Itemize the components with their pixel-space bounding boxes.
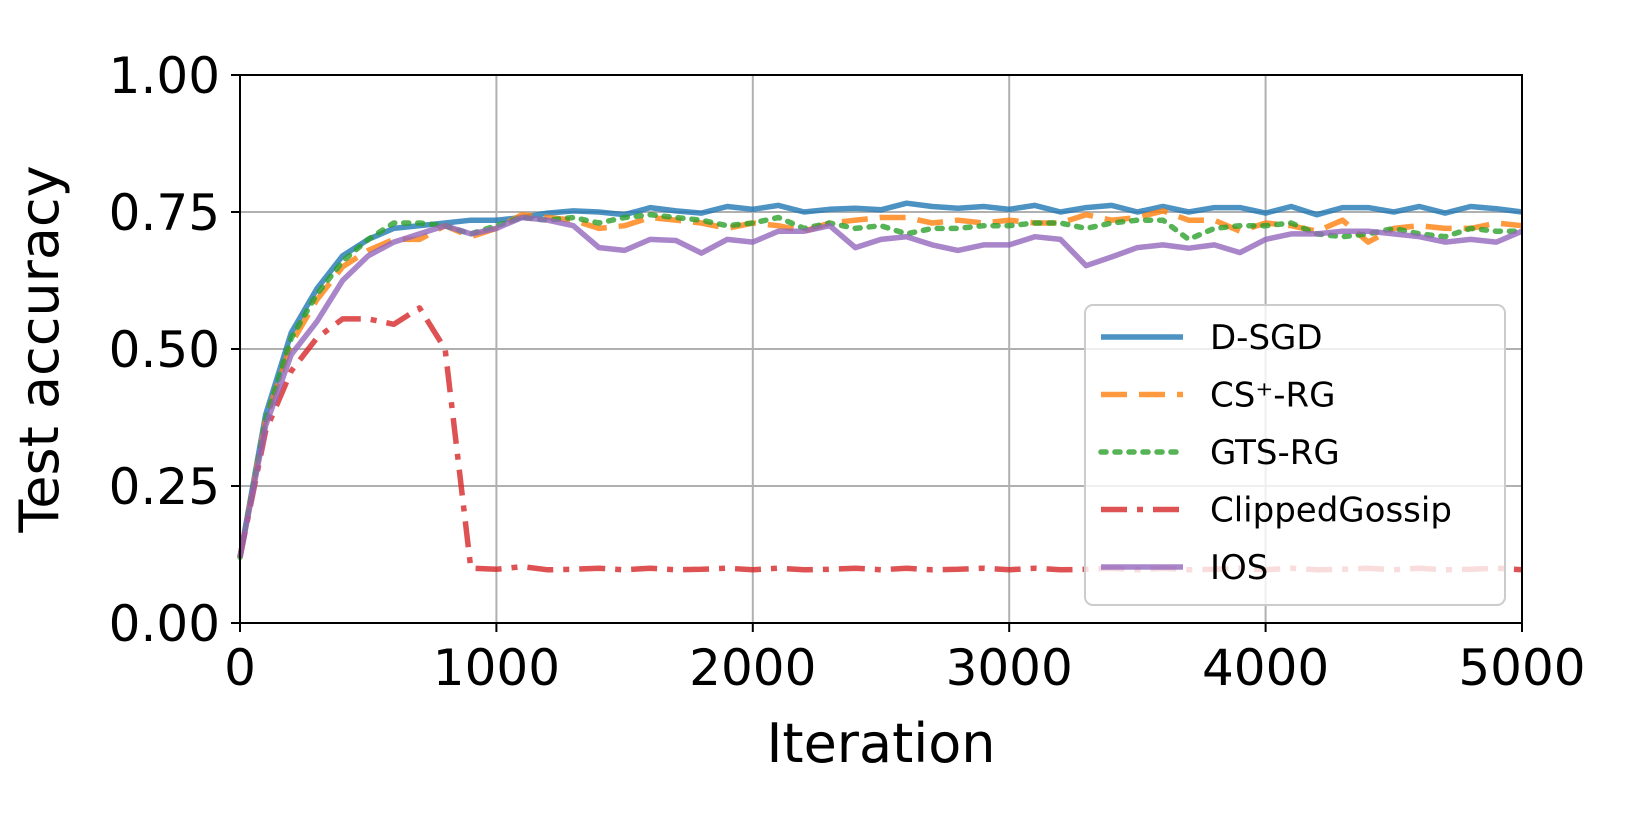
x-axis-label: Iteration [766, 712, 995, 775]
legend-label: GTS-RG [1210, 433, 1340, 473]
y-tick-label: 0.25 [109, 458, 220, 516]
axis-ticks: 0 1000 2000 3000 4000 5000 0.00 0.25 0.50 0.75 1.0… [109, 47, 1586, 697]
legend-label: D-SGD [1210, 318, 1323, 358]
x-tick-label: 4000 [1202, 639, 1329, 697]
x-tick-label: 5000 [1458, 639, 1585, 697]
y-tick-label: 0.75 [109, 184, 220, 242]
y-tick-label: 1.00 [109, 47, 220, 105]
x-tick-label: 2000 [689, 639, 816, 697]
y-tick-label: 0.50 [109, 321, 220, 379]
legend: D-SGD CS⁺-RG GTS-RG ClippedGossip IOS [1084, 304, 1506, 606]
x-tick-label: 0 [224, 639, 256, 697]
series-lines [237, 200, 1525, 573]
legend-label: ClippedGossip [1210, 491, 1452, 531]
series-line-gts-rg [237, 211, 1525, 560]
series-line-ios [237, 214, 1524, 558]
legend-label: IOS [1210, 548, 1268, 588]
x-tick-label: 1000 [433, 639, 560, 697]
series-line-d-sgd [237, 200, 1523, 558]
y-axis-label: Test accuracy [8, 165, 71, 533]
legend-label: CS⁺-RG [1210, 376, 1336, 416]
x-tick-label: 3000 [946, 639, 1073, 697]
y-tick-label: 0.00 [109, 595, 220, 653]
legend-box [1084, 304, 1506, 606]
